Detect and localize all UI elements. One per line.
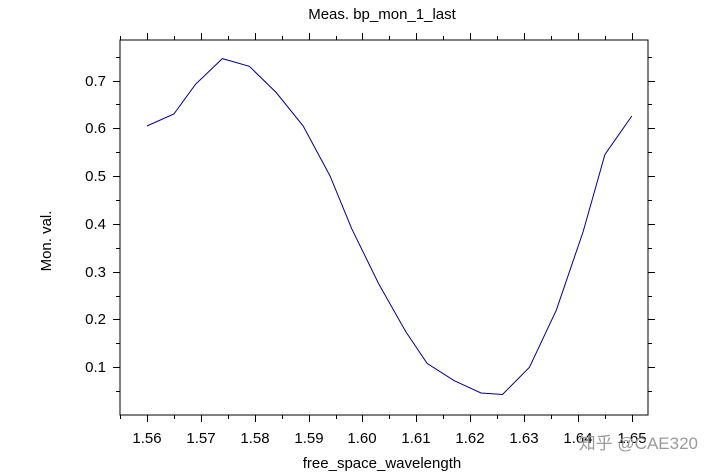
x-tick-label: 1.63 [509, 430, 538, 447]
y-tick-label: 0.7 [85, 73, 106, 90]
y-tick-label: 0.6 [85, 120, 106, 137]
y-tick-label: 0.3 [85, 264, 106, 281]
x-tick-label: 1.60 [347, 430, 376, 447]
chart-title: Meas. bp_mon_1_last [308, 6, 456, 23]
x-tick-label: 1.61 [401, 430, 430, 447]
axis-ticks [113, 33, 655, 422]
y-tick-label: 0.5 [85, 168, 106, 185]
x-tick-labels: 1.56 1.57 1.58 1.59 1.60 1.61 1.62 1.63 1.64 1.65 [132, 430, 646, 447]
y-tick-label: 0.1 [85, 359, 106, 376]
x-tick-label: 1.56 [132, 430, 161, 447]
y-tick-label: 0.4 [85, 216, 106, 233]
x-tick-label: 1.59 [294, 430, 323, 447]
watermark-text: 知乎 @CAE320 [579, 434, 698, 453]
x-tick-label: 1.62 [455, 430, 484, 447]
y-tick-label: 0.2 [85, 311, 106, 328]
x-tick-label: 1.64 [563, 430, 592, 447]
x-axis-label: free_space_wavelength [303, 455, 461, 472]
y-tick-labels: 0.1 0.2 0.3 0.4 0.5 0.6 0.7 [85, 73, 106, 376]
plot-frame [119, 39, 649, 416]
y-axis-label: Mon. val. [38, 211, 55, 272]
x-tick-label: 1.65 [617, 430, 646, 447]
x-tick-label: 1.57 [186, 430, 215, 447]
x-tick-label: 1.58 [240, 430, 269, 447]
series-line [146, 58, 633, 396]
